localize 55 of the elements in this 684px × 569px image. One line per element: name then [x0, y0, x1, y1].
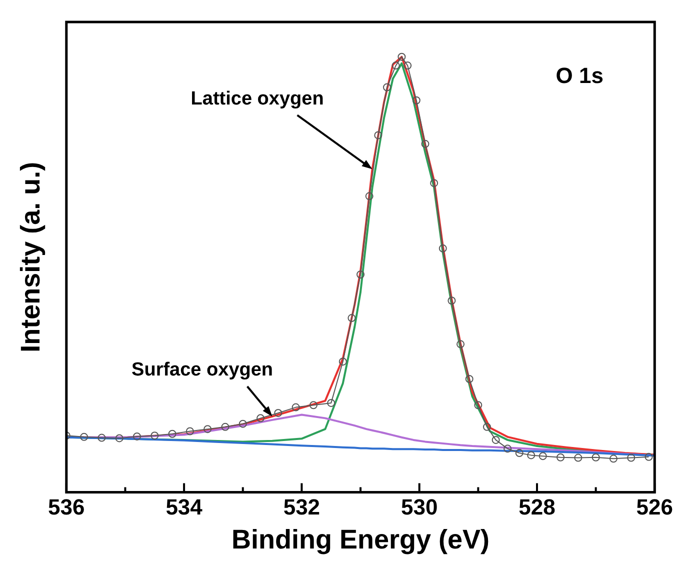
- x-tick-label: 528: [518, 494, 556, 520]
- point: [168, 430, 176, 438]
- point: [404, 62, 412, 70]
- point: [238, 420, 247, 428]
- point: [430, 179, 438, 188]
- x-tick-label: 534: [166, 494, 204, 520]
- point: [421, 140, 430, 148]
- point: [515, 449, 524, 458]
- point: [574, 454, 582, 462]
- annotation: Lattice oxygen: [190, 88, 324, 110]
- annotation: Surface oxygen: [132, 360, 274, 381]
- point: [365, 192, 374, 200]
- point: [221, 422, 230, 431]
- x-axis-title: Binding Energy (eV): [232, 524, 490, 554]
- x-tick-label: 532: [283, 494, 320, 520]
- point: [492, 436, 500, 444]
- point: [98, 434, 106, 442]
- point: [465, 375, 474, 384]
- point: [150, 432, 159, 440]
- x-tick-label: 536: [48, 494, 85, 520]
- point: [438, 244, 447, 252]
- point: [374, 131, 382, 140]
- point: [348, 314, 356, 322]
- point: [309, 401, 318, 410]
- point: [186, 427, 194, 436]
- point: [592, 453, 600, 462]
- point: [412, 96, 420, 104]
- x-tick-label: 526: [636, 494, 674, 520]
- point: [482, 422, 491, 431]
- point: [256, 414, 265, 422]
- point: [132, 432, 141, 440]
- point: [474, 401, 482, 410]
- point: [356, 270, 365, 279]
- point: [392, 62, 400, 70]
- annotation: O 1s: [556, 63, 604, 88]
- point: [556, 453, 565, 462]
- point: [80, 432, 88, 441]
- point: [338, 358, 347, 366]
- point: [382, 83, 391, 92]
- y-axis-title: Intensity (a. u.): [16, 162, 46, 352]
- x-tick-label: 530: [400, 494, 438, 520]
- point: [327, 398, 336, 407]
- point: [115, 434, 124, 442]
- point: [527, 451, 536, 460]
- point: [456, 340, 465, 348]
- point: [609, 454, 618, 463]
- point: [398, 52, 406, 61]
- point: [204, 425, 212, 434]
- point: [448, 296, 456, 305]
- point: [644, 452, 653, 461]
- point: [504, 444, 512, 453]
- point: [538, 452, 547, 460]
- point: [292, 403, 300, 412]
- point: [274, 408, 282, 417]
- point: [627, 454, 636, 462]
